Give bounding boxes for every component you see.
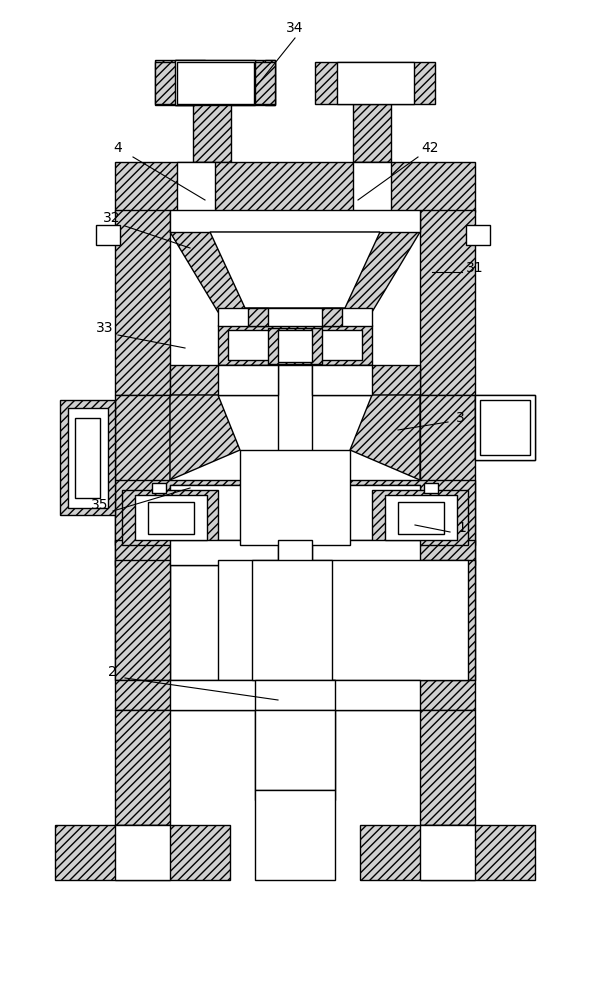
Bar (60, 400, 115, 515)
Bar (255, 680, 335, 710)
Bar (177, 162, 215, 212)
Bar (170, 485, 278, 540)
Bar (353, 104, 391, 162)
Bar (420, 395, 475, 680)
Text: 34: 34 (286, 21, 304, 35)
Bar (115, 395, 170, 680)
Text: 2: 2 (107, 665, 116, 679)
Bar (68, 408, 108, 508)
Bar (193, 104, 231, 162)
Bar (278, 330, 312, 362)
Bar (96, 225, 120, 245)
Bar (475, 395, 535, 460)
Bar (312, 365, 372, 395)
Bar (155, 62, 275, 104)
Bar (115, 540, 475, 565)
Bar (312, 485, 420, 540)
Text: 4: 4 (114, 141, 122, 155)
Bar (315, 62, 435, 104)
Bar (398, 502, 444, 534)
Text: 31: 31 (466, 261, 484, 275)
Bar (240, 450, 350, 545)
Bar (75, 418, 100, 498)
Bar (100, 228, 118, 242)
Bar (470, 228, 488, 242)
Bar (255, 790, 335, 880)
Bar (55, 825, 230, 880)
Bar (115, 560, 170, 680)
Bar (122, 490, 218, 545)
Bar (218, 308, 372, 326)
Bar (420, 560, 475, 680)
Bar (466, 225, 490, 245)
Bar (135, 495, 207, 540)
Text: 33: 33 (96, 321, 114, 335)
Bar (170, 680, 420, 710)
Bar (278, 540, 312, 680)
Bar (218, 325, 372, 365)
Bar (115, 480, 475, 545)
Text: 3: 3 (455, 411, 464, 425)
Bar (255, 680, 335, 800)
Text: 1: 1 (458, 521, 467, 535)
Bar (255, 710, 335, 790)
Bar (372, 490, 468, 545)
Polygon shape (170, 395, 240, 480)
Bar (252, 560, 332, 680)
Bar (115, 162, 475, 212)
Bar (420, 710, 475, 825)
Bar (170, 540, 420, 565)
Bar (278, 365, 312, 680)
Bar (322, 308, 342, 326)
Bar (353, 162, 391, 212)
Bar (420, 825, 475, 880)
Bar (170, 365, 420, 395)
Bar (360, 825, 535, 880)
Bar (148, 502, 194, 534)
Bar (424, 483, 438, 493)
Bar (155, 60, 275, 105)
Bar (218, 560, 468, 680)
Bar (475, 395, 535, 460)
Bar (420, 210, 475, 395)
Bar (175, 60, 255, 105)
Text: 42: 42 (421, 141, 439, 155)
Bar (265, 60, 275, 105)
Bar (218, 365, 278, 395)
Bar (177, 62, 254, 104)
Bar (152, 483, 166, 493)
Bar (385, 495, 457, 540)
Bar (115, 210, 170, 395)
Text: 35: 35 (91, 498, 109, 512)
Bar (115, 825, 170, 880)
Bar (175, 60, 205, 105)
Polygon shape (350, 395, 420, 480)
Bar (115, 710, 170, 825)
Text: 32: 32 (103, 211, 121, 225)
Bar (268, 328, 322, 364)
Bar (337, 62, 414, 104)
Bar (115, 680, 475, 710)
Bar (170, 210, 420, 232)
Bar (228, 330, 362, 360)
Bar (248, 308, 268, 326)
Bar (480, 400, 530, 455)
Polygon shape (210, 232, 380, 308)
Polygon shape (170, 232, 420, 312)
Bar (170, 485, 420, 540)
